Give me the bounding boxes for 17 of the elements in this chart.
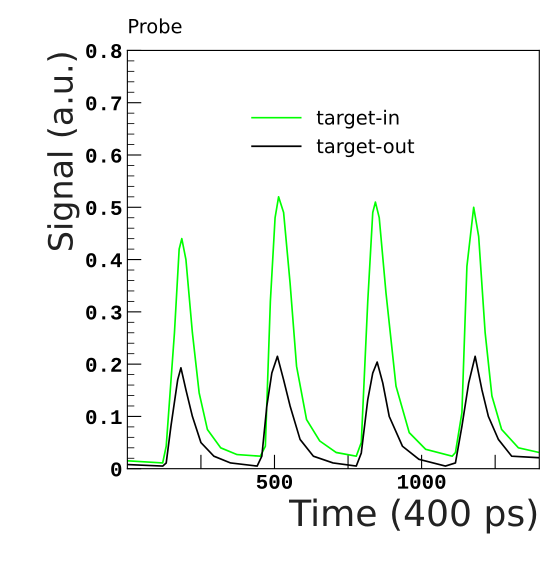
line-series xyxy=(127,196,540,464)
y-tick-label: 0 xyxy=(111,462,122,476)
x-tick-label: 1000 xyxy=(398,474,446,489)
y-tick-label: 0.2 xyxy=(86,358,122,372)
x-tick-label: 500 xyxy=(256,474,292,489)
legend-label: target-in xyxy=(316,110,398,129)
y-tick-label: 0.3 xyxy=(86,305,122,320)
y-tick-label: 0.7 xyxy=(86,96,122,110)
x-axis-title: Time (400 ps) xyxy=(289,498,536,534)
y-tick-label: 0.4 xyxy=(86,253,122,268)
y-tick-label: 0.5 xyxy=(86,200,122,216)
y-tick-label: 0.1 xyxy=(86,410,122,424)
legend-label: target-out xyxy=(316,139,414,158)
y-axis-title: Signal (a.u.) xyxy=(47,53,80,250)
y-tick-label: 0.6 xyxy=(86,148,122,163)
y-tick-label: 0.8 xyxy=(86,44,122,58)
chart-title: Probe xyxy=(129,18,182,34)
